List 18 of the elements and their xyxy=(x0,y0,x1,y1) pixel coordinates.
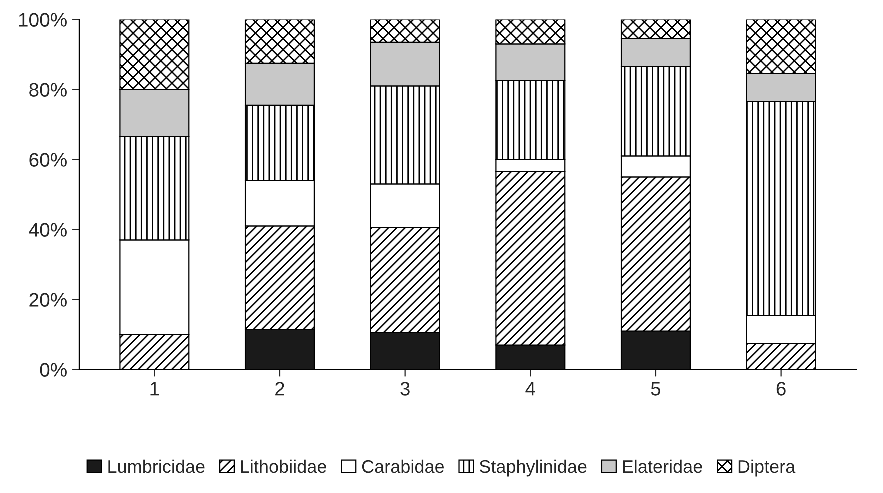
y-tick-label: 80% xyxy=(30,83,67,97)
y-tick-label: 0% xyxy=(40,363,67,377)
legend-label: Diptera xyxy=(738,460,796,477)
x-tick-label: 2 xyxy=(276,382,284,396)
y-tick-label: 100% xyxy=(19,13,67,27)
x-tick-label: 1 xyxy=(150,382,160,396)
legend-label: Carabidae xyxy=(362,460,444,474)
legend-label: Lithobiidae xyxy=(241,460,326,474)
x-tick-label: 4 xyxy=(526,382,536,396)
x-tick-label: 6 xyxy=(776,382,786,396)
x-tick-label: 5 xyxy=(651,382,661,396)
legend-label: Lumbricidae xyxy=(108,460,205,474)
legend-label: Staphylinidae xyxy=(480,460,587,477)
x-tick-label: 3 xyxy=(400,382,410,396)
y-tick-label: 60% xyxy=(30,153,67,167)
y-tick-label: 40% xyxy=(29,223,67,237)
y-tick-label: 20% xyxy=(30,293,67,307)
legend-label: Elateridae xyxy=(623,460,702,474)
